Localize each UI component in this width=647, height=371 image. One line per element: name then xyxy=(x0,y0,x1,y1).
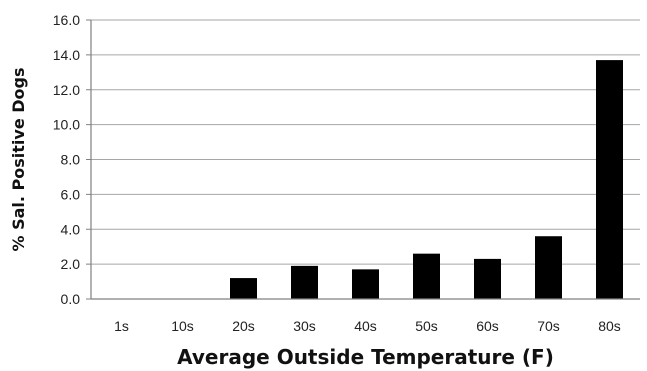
x-tick-label: 50s xyxy=(415,318,438,334)
x-tick-label: 70s xyxy=(537,318,560,334)
bar-20s xyxy=(230,278,257,299)
bar-80s xyxy=(596,60,623,300)
y-tick-label: 16.0 xyxy=(53,12,80,28)
y-tick-label: 8.0 xyxy=(61,152,81,168)
x-tick-label: 80s xyxy=(598,318,621,334)
bar-70s xyxy=(535,236,562,299)
y-tick-label: 14.0 xyxy=(53,47,80,63)
y-tick-label: 2.0 xyxy=(61,256,81,272)
x-tick-label: 30s xyxy=(293,318,316,334)
gridlines xyxy=(91,19,640,265)
x-tick-label: 10s xyxy=(171,318,194,334)
x-tick-label: 60s xyxy=(476,318,499,334)
y-tick-label: 6.0 xyxy=(61,186,81,202)
bar-30s xyxy=(291,265,318,299)
y-tick-label: 0.0 xyxy=(61,291,81,307)
x-axis-title: Average Outside Temperature (F) xyxy=(177,345,554,369)
bars xyxy=(230,60,623,300)
x-tick-label: 20s xyxy=(232,318,255,334)
y-tick-labels: 0.0 2.0 4.0 6.0 8.0 10.0 12.0 14.0 16.0 xyxy=(53,12,91,307)
y-axis-title: % Sal. Positive Dogs xyxy=(9,67,28,251)
bar-50s xyxy=(413,253,440,299)
bar-40s xyxy=(352,269,379,299)
bar-60s xyxy=(474,258,501,299)
y-tick-label: 12.0 xyxy=(53,82,80,98)
x-tick-label: 40s xyxy=(354,318,377,334)
x-tick-label: 1s xyxy=(114,318,129,334)
y-tick-label: 10.0 xyxy=(53,117,80,133)
y-tick-label: 4.0 xyxy=(61,221,81,237)
x-tick-labels: 1s 10s 20s 30s 40s 50s 60s 70s 80s xyxy=(114,318,621,334)
